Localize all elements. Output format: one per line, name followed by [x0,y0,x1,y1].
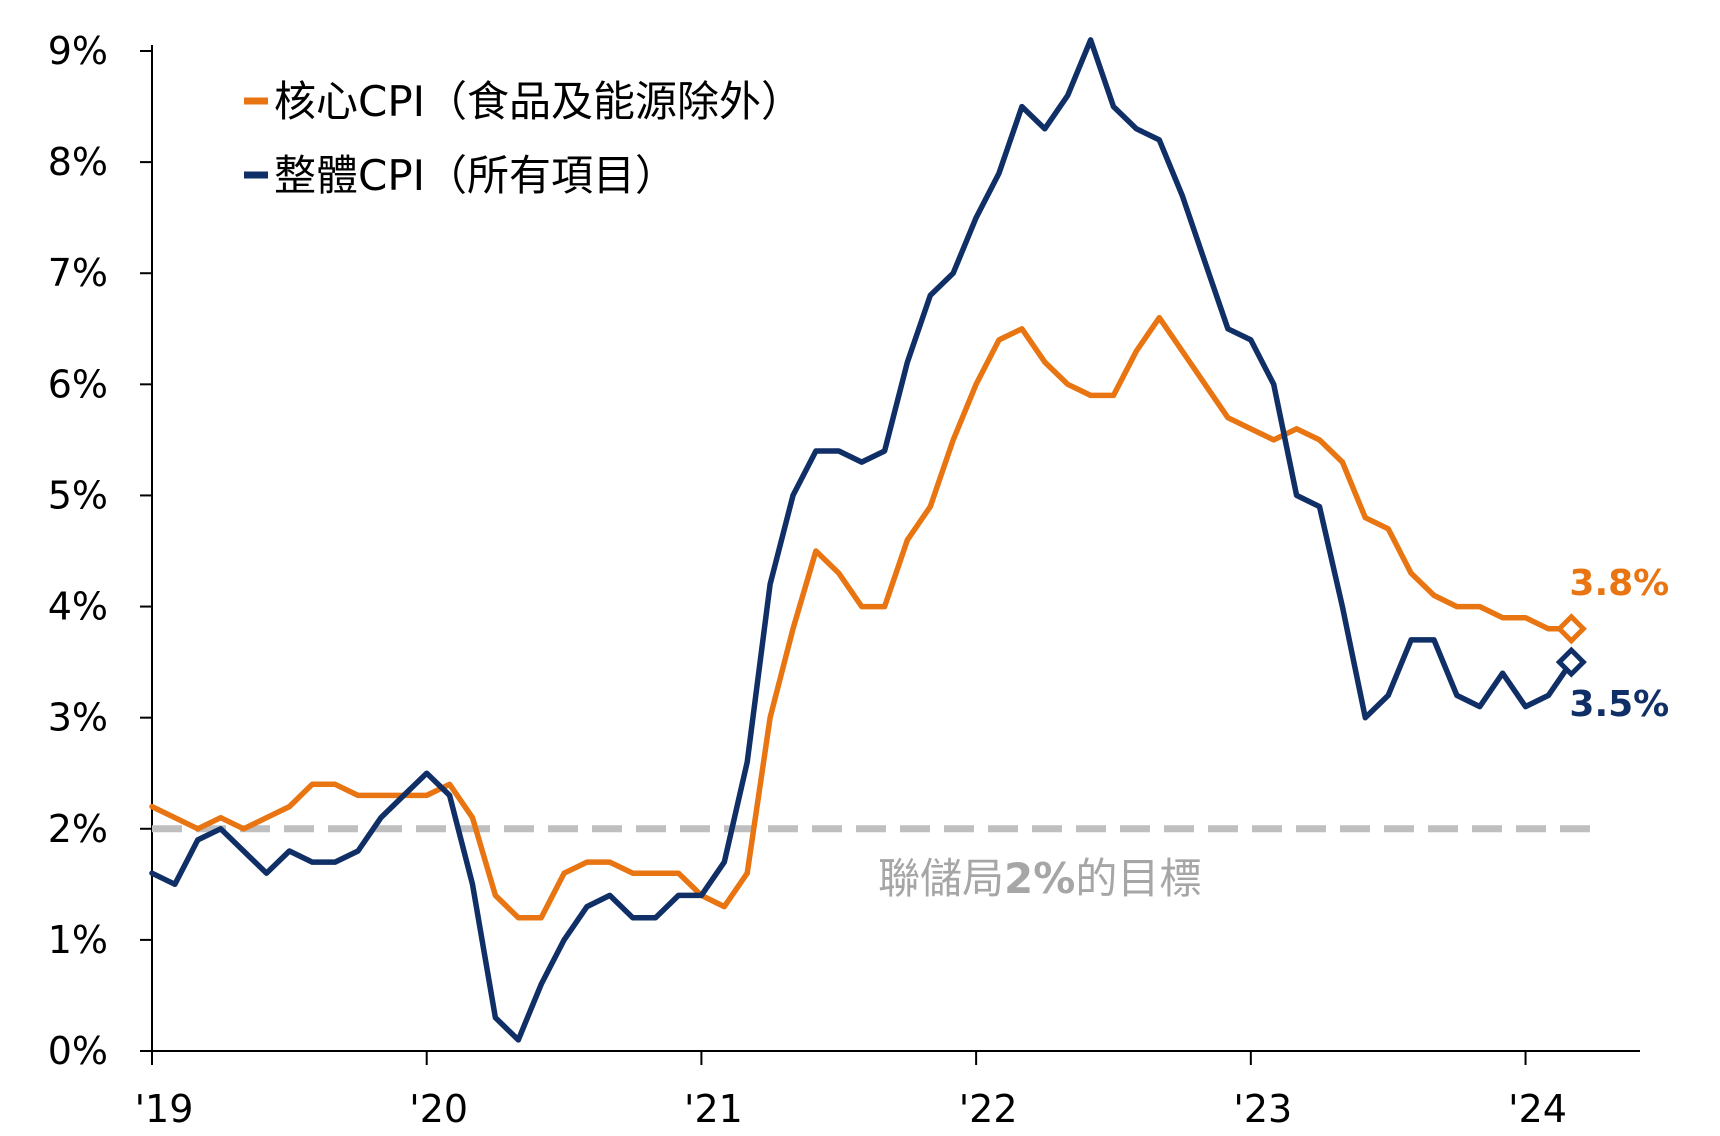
y-tick-label: 5% [48,473,108,517]
x-tick-label: '23 [1233,1087,1292,1131]
y-tick-label: 0% [48,1029,108,1073]
x-tick-label: '24 [1508,1087,1567,1131]
x-tick-label: '21 [684,1087,743,1131]
fed-target-label-prefix: 聯儲局 [878,854,1004,903]
end-label-headline-cpi: 3.5% [1569,684,1669,725]
y-tick-label: 4% [48,585,108,629]
fed-target-reference: 聯儲局2%的目標 [152,825,1600,903]
chart-series [149,37,1575,1043]
chart-axes [151,45,1640,1052]
x-tick-label: '22 [959,1087,1018,1131]
y-axis-ticks: 0% 1% 2% 3% 4% 5% 6% 7% 8% 9% [48,29,152,1073]
x-tick-label: '19 [135,1087,194,1131]
x-axis-ticks: '19 '20 '21 '22 '23 '24 [135,1051,1567,1131]
end-label-core-cpi: 3.8% [1569,563,1669,604]
end-marker-core-cpi [1555,613,1587,645]
y-tick-label: 6% [48,362,108,406]
y-tick-label: 9% [48,29,108,73]
fed-target-label-suffix: 的目標 [1075,854,1201,903]
legend-label-core-cpi: 核心CPI（食品及能源除外） [274,77,803,126]
end-marker-headline-cpi [1555,646,1587,678]
y-tick-label: 1% [48,918,108,962]
y-tick-label: 7% [48,251,108,295]
y-tick-label: 8% [48,140,108,184]
x-tick-label: '20 [409,1087,468,1131]
series-line-headline-cpi [149,37,1575,1043]
fed-target-label-bold: 2% [1004,854,1075,903]
fed-target-label: 聯儲局2%的目標 [878,854,1201,903]
chart-end-markers: 3.8% 3.5% [1555,563,1669,725]
chart-legend: 核心CPI（食品及能源除外） 整體CPI（所有項目） [244,77,803,200]
series-line-core-cpi [149,314,1575,921]
legend-label-headline-cpi: 整體CPI（所有項目） [274,151,677,200]
y-tick-label: 2% [48,807,108,851]
y-tick-label: 3% [48,696,108,740]
